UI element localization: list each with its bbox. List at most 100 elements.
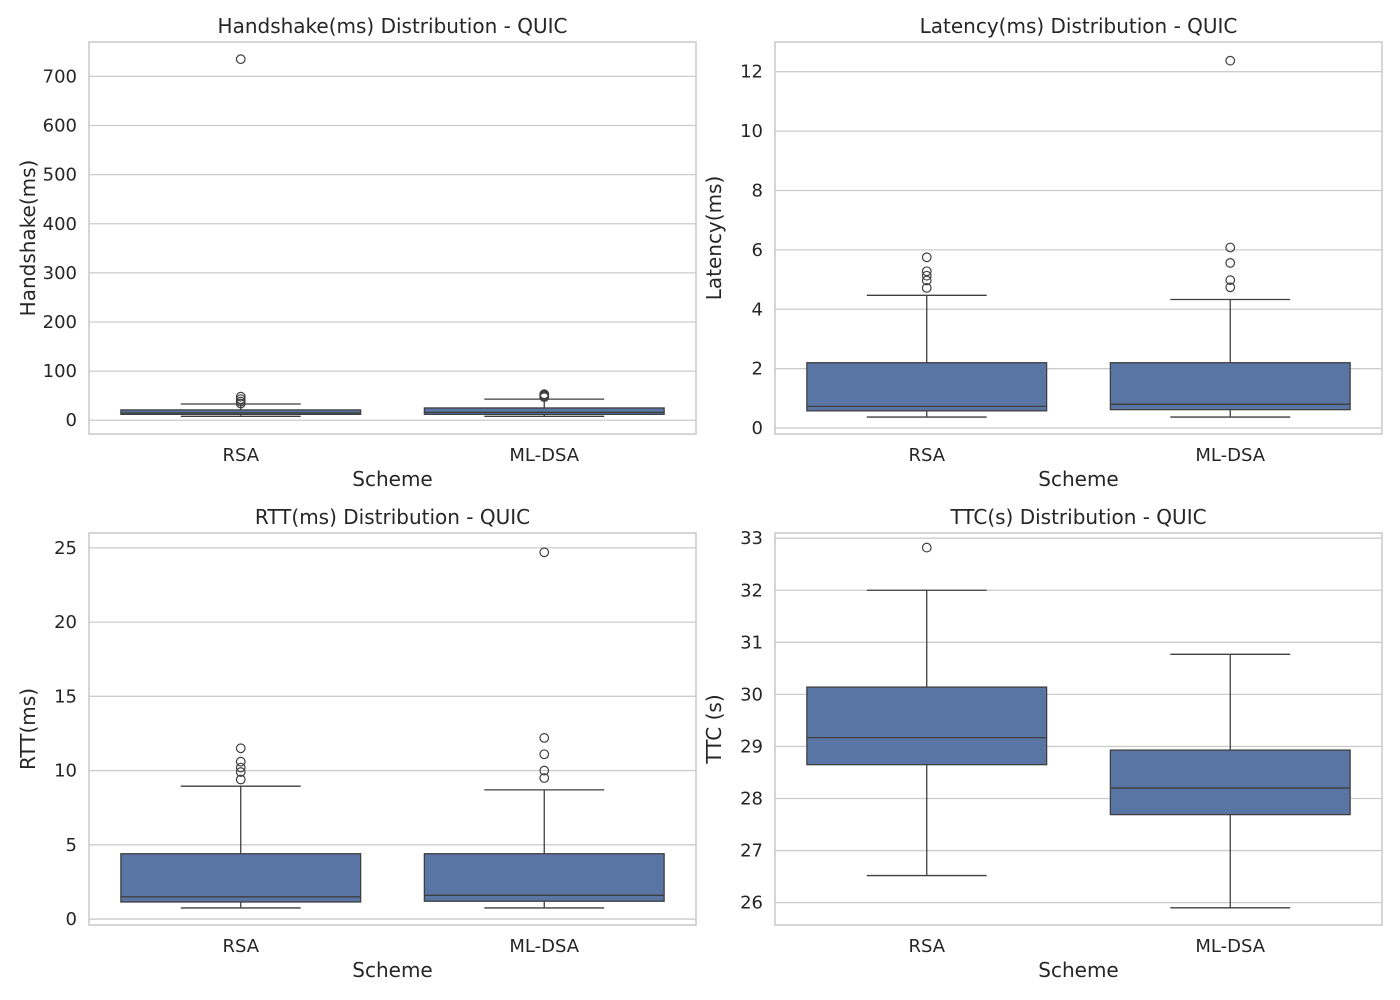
- outlier-point: [235, 743, 246, 754]
- y-tick-label: 0: [66, 410, 77, 431]
- chart-panel-2: 0 2 4 6 8 10 12 RSA ML-DSA Latency(ms) Distributi…: [702, 14, 1383, 491]
- y-tick-label: 4: [752, 299, 763, 320]
- y-tick-label: 27: [740, 841, 763, 862]
- plot-frame: [88, 41, 697, 435]
- x-tick-label: ML-DSA: [1195, 445, 1265, 466]
- outlier-point: [921, 542, 932, 553]
- y-axis-label: TTC (s): [702, 694, 726, 764]
- box-ml-dsa: [1109, 653, 1351, 909]
- y-tick-label: 700: [43, 66, 77, 87]
- y-tick-label: 100: [43, 361, 77, 382]
- y-tick-label: 28: [740, 788, 763, 809]
- outlier-point: [921, 266, 932, 277]
- y-tick-label: 2: [752, 359, 763, 380]
- y-tick-label: 10: [740, 121, 763, 142]
- y-tick-label: 300: [43, 263, 77, 284]
- y-axis-label: Handshake(ms): [16, 160, 40, 317]
- box-iqr: [423, 853, 665, 902]
- box-rsa: [806, 542, 1048, 877]
- x-tick-label: RSA: [222, 936, 259, 957]
- box-iqr: [806, 362, 1048, 412]
- outlier-point: [921, 252, 932, 263]
- outlier-point: [539, 749, 550, 760]
- chart-panel-3: 0 5 10 15 20 25 RSA ML-DSA RTT(ms) Distribution …: [16, 505, 697, 982]
- y-tick-label: 15: [54, 686, 77, 707]
- outlier-point: [1225, 55, 1236, 66]
- y-tick-label: 29: [740, 736, 763, 757]
- outlier-point: [235, 394, 246, 405]
- y-tick-label: 0: [752, 418, 763, 439]
- outlier-point: [235, 398, 246, 409]
- outlier-point: [539, 773, 550, 783]
- y-axis-label: Latency(ms): [702, 176, 726, 301]
- plot-frame: [774, 41, 1383, 435]
- y-tick-label: 12: [740, 62, 763, 83]
- x-tick-label: ML-DSA: [509, 936, 579, 957]
- chart-panel-1: 0 100 200 300 400 500 600 700 RSA ML-DSA Handshake…: [16, 14, 697, 491]
- y-tick-label: 5: [66, 835, 77, 856]
- y-tick-label: 26: [740, 893, 763, 914]
- box-iqr: [1109, 362, 1351, 411]
- outlier-point: [539, 765, 550, 776]
- box-iqr: [120, 409, 362, 416]
- y-axis-label: RTT(ms): [16, 688, 40, 770]
- chart-panel-4: 26 27 28 29 30 31 32 33 RSA ML-DSA TTC(s) Distribu…: [702, 505, 1383, 982]
- outlier-point: [235, 774, 246, 785]
- outlier-point: [1225, 282, 1236, 293]
- y-tick-label: 32: [740, 580, 763, 601]
- outlier-point: [235, 756, 246, 767]
- y-tick-label: 33: [740, 528, 763, 549]
- outlier-point: [539, 547, 550, 558]
- box-rsa: [806, 252, 1048, 418]
- outlier-point: [539, 392, 550, 403]
- y-tick-label: 25: [54, 538, 77, 559]
- plot-frame: [774, 532, 1383, 926]
- x-axis-label: Scheme: [352, 958, 432, 982]
- y-tick-label: 600: [43, 116, 77, 137]
- x-axis-label: Scheme: [1038, 467, 1118, 491]
- outlier-point: [539, 733, 550, 743]
- outlier-point: [1225, 275, 1236, 286]
- x-axis-label: Scheme: [1038, 958, 1118, 982]
- x-tick-label: RSA: [222, 445, 259, 466]
- outlier-point: [1225, 258, 1236, 268]
- chart-title: RTT(ms) Distribution - QUIC: [255, 505, 530, 529]
- box-ml-dsa: [423, 547, 665, 909]
- outlier-point: [921, 275, 932, 286]
- box-ml-dsa: [423, 389, 665, 417]
- outlier-point: [921, 270, 932, 281]
- x-tick-label: ML-DSA: [509, 445, 579, 466]
- y-tick-label: 200: [43, 312, 77, 333]
- outlier-point: [921, 282, 932, 293]
- outlier-point: [235, 54, 246, 65]
- box-iqr: [806, 686, 1048, 766]
- plot-frame: [88, 532, 697, 926]
- box-ml-dsa: [1109, 55, 1351, 418]
- y-tick-label: 31: [740, 632, 763, 653]
- box-iqr: [120, 853, 362, 903]
- y-tick-label: 10: [54, 761, 77, 782]
- box-rsa: [120, 54, 362, 417]
- x-axis-label: Scheme: [352, 467, 432, 491]
- chart-title: Latency(ms) Distribution - QUIC: [920, 14, 1238, 38]
- x-tick-label: RSA: [908, 445, 945, 466]
- x-tick-label: ML-DSA: [1195, 936, 1265, 957]
- y-tick-label: 20: [54, 612, 77, 633]
- box-iqr: [423, 407, 665, 416]
- y-tick-label: 500: [43, 165, 77, 186]
- outlier-point: [235, 767, 246, 777]
- y-tick-label: 30: [740, 684, 763, 705]
- y-tick-label: 400: [43, 214, 77, 235]
- chart-title: TTC(s) Distribution - QUIC: [949, 505, 1206, 529]
- box-iqr: [1109, 749, 1351, 816]
- y-tick-label: 8: [752, 180, 763, 201]
- outlier-point: [1225, 242, 1236, 253]
- y-tick-label: 6: [752, 240, 763, 261]
- outlier-point: [235, 391, 246, 402]
- chart-title: Handshake(ms) Distribution - QUIC: [218, 14, 568, 38]
- x-tick-label: RSA: [908, 936, 945, 957]
- box-rsa: [120, 743, 362, 909]
- y-tick-label: 0: [66, 909, 77, 930]
- outlier-point: [235, 762, 246, 773]
